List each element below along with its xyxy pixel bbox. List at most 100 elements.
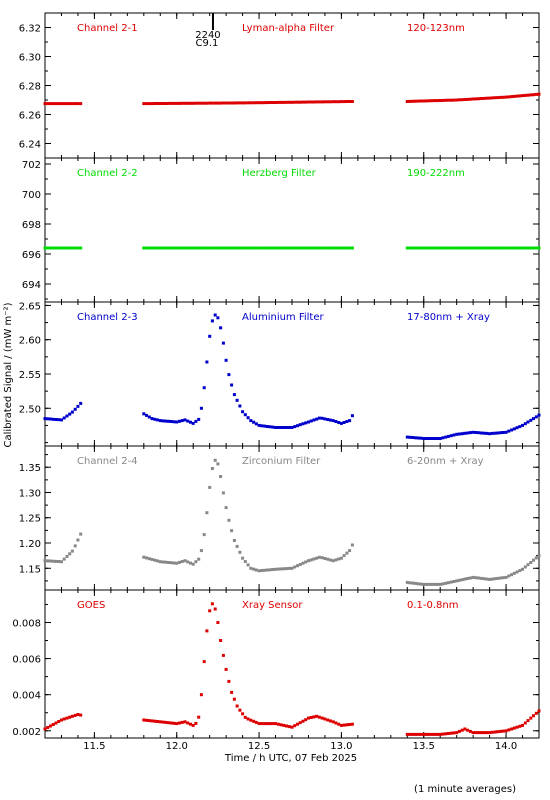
data-point — [186, 101, 190, 105]
data-point — [532, 417, 535, 421]
data-point — [230, 529, 234, 533]
data-point — [350, 414, 354, 418]
panel-data-points — [43, 313, 541, 440]
data-point — [142, 718, 146, 722]
data-point — [510, 95, 514, 99]
data-point — [219, 326, 223, 330]
data-point — [452, 246, 456, 250]
data-point — [441, 582, 445, 586]
data-point — [345, 246, 349, 250]
data-point — [512, 571, 516, 575]
data-point — [167, 419, 170, 423]
data-point — [293, 565, 297, 569]
data-point — [238, 550, 242, 554]
data-point — [460, 578, 464, 582]
data-point — [153, 102, 157, 105]
data-point — [512, 726, 516, 730]
data-point — [471, 430, 475, 434]
data-point — [156, 559, 159, 563]
data-point — [224, 506, 228, 510]
data-point — [150, 719, 154, 723]
data-point — [265, 425, 269, 428]
data-point — [309, 419, 313, 423]
data-point — [153, 246, 157, 250]
data-point — [485, 96, 489, 100]
data-point — [339, 723, 343, 727]
y-tick-label: 0.004 — [12, 691, 41, 702]
data-point — [199, 406, 203, 410]
data-point — [350, 246, 354, 250]
data-point — [199, 246, 203, 250]
data-point — [46, 102, 50, 106]
data-point — [419, 246, 423, 250]
data-point — [147, 557, 151, 561]
data-point — [320, 416, 324, 420]
data-point — [60, 246, 63, 250]
data-point — [210, 101, 214, 105]
data-point — [191, 101, 195, 105]
data-point — [507, 574, 511, 578]
data-point — [312, 246, 316, 250]
data-point — [496, 576, 500, 580]
data-point — [49, 246, 52, 250]
data-point — [493, 246, 497, 250]
data-point — [408, 99, 412, 103]
data-point — [477, 576, 481, 580]
data-point — [230, 383, 234, 387]
data-point — [301, 422, 305, 426]
data-point — [427, 582, 431, 586]
data-point — [70, 410, 74, 414]
data-point — [534, 415, 538, 419]
data-point — [254, 568, 258, 572]
data-point — [227, 101, 231, 105]
data-point — [416, 582, 420, 586]
data-point — [446, 732, 450, 735]
data-point — [405, 435, 409, 439]
data-point — [496, 730, 500, 734]
panel-band-label: 190-222nm — [407, 168, 465, 179]
data-point — [444, 246, 448, 250]
data-point — [425, 732, 428, 736]
data-point — [466, 97, 470, 101]
data-point — [436, 732, 439, 736]
data-point — [408, 732, 412, 736]
data-point — [479, 576, 483, 580]
data-point — [405, 732, 409, 736]
y-tick-label: 6.26 — [19, 111, 41, 122]
data-point — [191, 562, 195, 566]
data-point — [224, 101, 228, 105]
data-point — [161, 720, 165, 724]
data-point — [263, 424, 267, 428]
data-point — [485, 731, 489, 735]
data-point — [323, 557, 327, 560]
data-point — [427, 437, 431, 440]
data-point — [79, 102, 83, 106]
data-point — [490, 246, 494, 250]
data-point — [427, 99, 431, 103]
data-point — [474, 246, 478, 250]
data-point — [488, 96, 492, 100]
data-point — [433, 246, 437, 250]
data-point — [290, 426, 294, 429]
data-point — [515, 426, 519, 430]
data-point — [219, 475, 223, 478]
data-point — [304, 560, 308, 564]
data-point — [455, 579, 459, 583]
data-point — [186, 560, 190, 564]
data-point — [504, 430, 508, 434]
y-axis-label: Calibrated Signal / (mW m⁻²) — [3, 302, 14, 447]
data-point — [60, 718, 63, 722]
data-point — [235, 246, 239, 250]
data-point — [309, 246, 313, 250]
data-point — [246, 563, 250, 567]
data-point — [164, 560, 168, 564]
data-point — [526, 563, 530, 567]
data-point — [238, 246, 242, 250]
data-point — [452, 98, 456, 102]
y-tick-label: 2.55 — [19, 370, 41, 381]
data-point — [205, 101, 209, 105]
data-point — [57, 418, 61, 422]
y-tick-label: 700 — [22, 190, 41, 201]
data-point — [301, 246, 305, 250]
data-point — [463, 246, 467, 250]
